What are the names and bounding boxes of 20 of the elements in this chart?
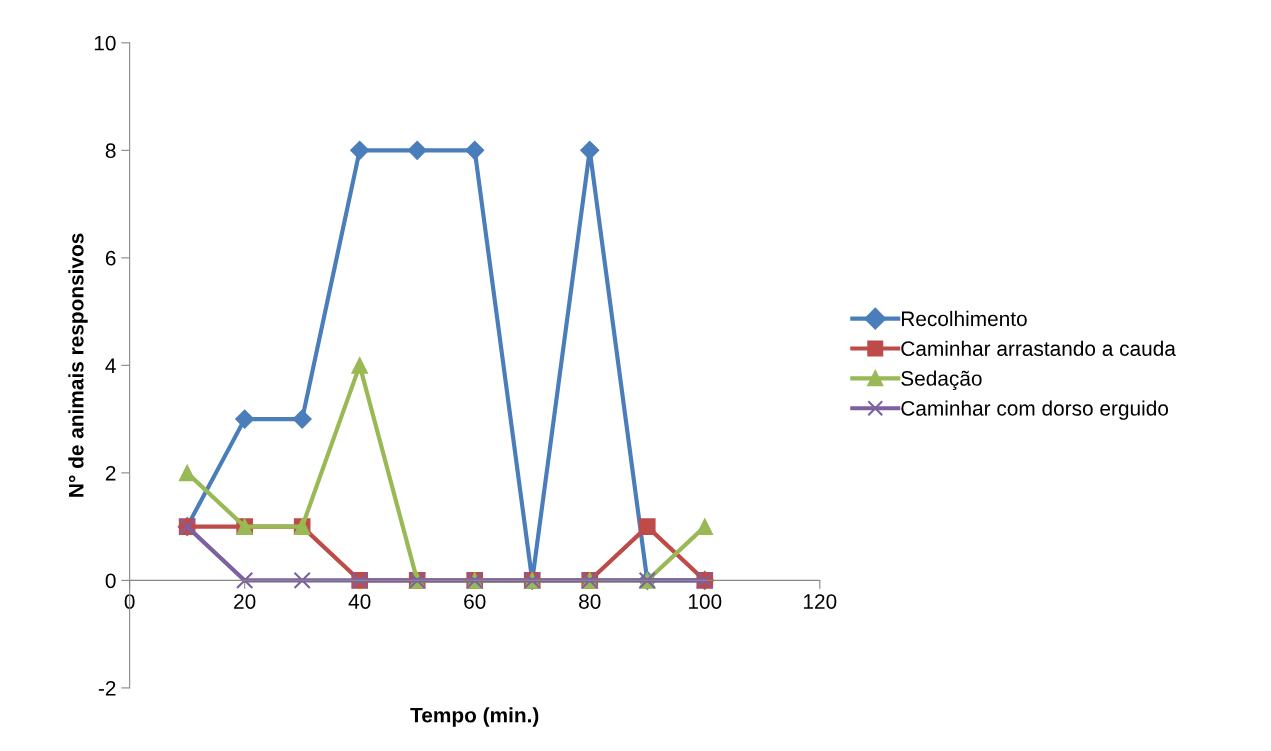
y-axis-title: N° de animais responsivos [68, 233, 88, 497]
x-tick-label: 60 [464, 594, 486, 609]
x-tick-label: 20 [234, 594, 256, 609]
y-tick-label: 2 [105, 465, 116, 481]
x-tick-label: 100 [688, 594, 722, 609]
x-axis-title: Tempo (min.) [410, 707, 539, 727]
y-tick-label: 4 [105, 358, 116, 373]
x-tick-label: 120 [804, 594, 837, 609]
x-tick-label: 0 [124, 594, 135, 609]
legend-label: Caminhar arrastando a cauda [901, 340, 1176, 356]
legend-label: Sedação [901, 370, 982, 391]
legend-label: Caminhar com dorso erguido [901, 400, 1169, 420]
y-tick-label: 10 [94, 35, 116, 51]
legend-label: Recolhimento [901, 310, 1027, 327]
y-tick-label: 0 [105, 573, 116, 589]
x-tick-label: 40 [348, 594, 371, 609]
x-tick-label: 80 [579, 594, 601, 609]
y-tick-label: 8 [105, 143, 116, 159]
y-tick-label: -2 [98, 680, 116, 696]
y-tick-label: 6 [105, 250, 116, 266]
